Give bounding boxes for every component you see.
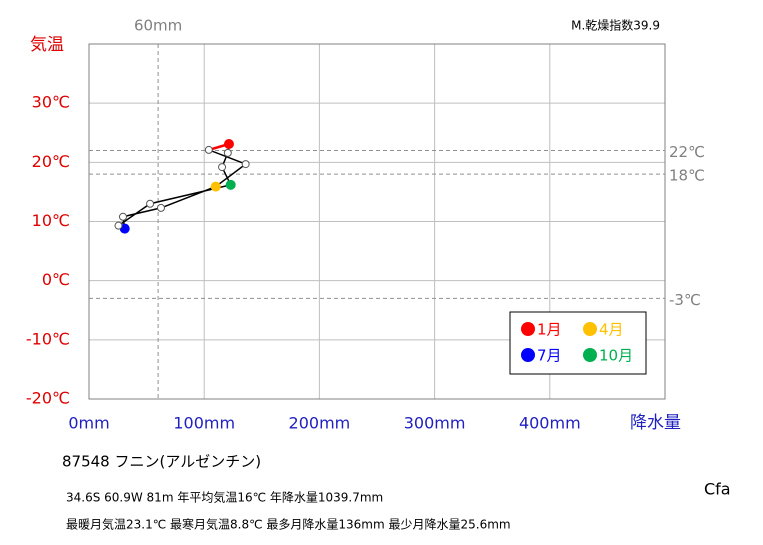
climate-class: Cfa: [704, 480, 731, 499]
reference-label: 22℃: [669, 143, 705, 161]
x-tick-label: 200mm: [289, 414, 351, 433]
data-point: [218, 163, 227, 172]
y-tick-label: 30℃: [32, 93, 70, 112]
reference-label: 18℃: [669, 167, 705, 185]
legend-marker: [583, 322, 597, 336]
legend-label: 4月: [599, 321, 624, 339]
legend-marker: [583, 348, 597, 362]
legend-marker: [521, 348, 535, 362]
y-tick-label: 0℃: [42, 270, 70, 289]
y-tick-label: -20℃: [26, 389, 70, 408]
data-point: [225, 179, 236, 190]
data-point: [146, 199, 155, 208]
legend-label: 10月: [599, 347, 633, 365]
y-tick-label: 10℃: [32, 211, 70, 230]
data-point: [157, 203, 165, 212]
plot-frame: [88, 43, 666, 400]
legend-marker: [521, 322, 535, 336]
y-tick-label: 20℃: [32, 152, 70, 171]
legend-label: 1月: [537, 321, 562, 339]
data-point: [223, 138, 234, 149]
data-point: [114, 221, 123, 230]
annotation: M.乾燥指数39.9: [571, 18, 660, 33]
station: 87548 フニン(アルゼンチン): [62, 453, 261, 471]
x-tick-label: 100mm: [173, 414, 235, 433]
data-point: [210, 181, 221, 192]
y-axis-label: 気温: [30, 35, 64, 55]
data-point: [204, 145, 213, 154]
x-axis-label: 降水量: [630, 413, 681, 433]
y-tick-label: -10℃: [26, 329, 70, 348]
data-point: [223, 148, 232, 157]
legend-label: 7月: [537, 347, 562, 365]
data-point: [241, 160, 250, 169]
reference-label: 60mm: [134, 17, 182, 35]
x-tick-label: 400mm: [519, 414, 581, 433]
x-tick-label: 300mm: [404, 414, 466, 433]
info-line: 34.6S 60.9W 81m 年平均気温16℃ 年降水量1039.7mm: [66, 490, 383, 505]
reference-label: -3℃: [669, 291, 701, 309]
data-point: [118, 212, 127, 221]
info-line: 最暖月気温23.1℃ 最寒月気温8.8℃ 最多月降水量136mm 最少月降水量2…: [66, 517, 511, 532]
x-tick-label: 0mm: [68, 414, 109, 433]
legend-box: [509, 311, 647, 375]
